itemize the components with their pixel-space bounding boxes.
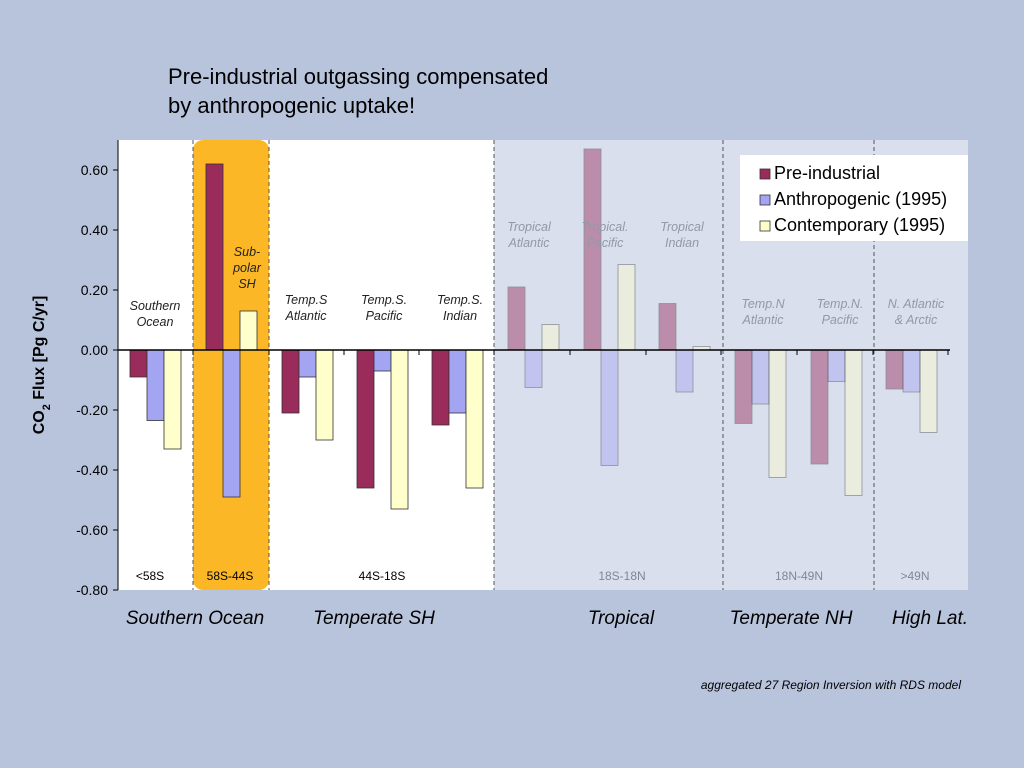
slide-title-line-1: Pre-industrial outgassing compensated (168, 64, 549, 89)
region-label: Temp.N. (817, 297, 864, 311)
slide-title-line-2: by anthropogenic uptake! (168, 93, 416, 118)
latitude-band-label: >49N (900, 569, 929, 583)
region-label: Tropical (660, 220, 705, 234)
bar-pre-industrial (205, 163, 224, 351)
region-label: N. Atlantic (888, 297, 945, 311)
legend: Pre-industrial Anthropogenic (1995) Contem… (740, 155, 968, 241)
region-label: Indian (665, 236, 699, 250)
y-axis-label: CO2 Flux [Pg C/yr] (31, 296, 53, 435)
bar-pre-industrial (129, 349, 148, 378)
y-tick-label: 0.40 (81, 222, 108, 238)
footnote: aggregated 27 Region Inversion with RDS … (700, 678, 961, 692)
zone-label: High Lat. (892, 608, 968, 629)
region-label: Temp.S (285, 293, 328, 307)
bar-contemporary (315, 349, 334, 441)
bar-contemporary (390, 349, 409, 510)
latitude-band-label: 18S-18N (598, 569, 645, 583)
legend-swatch (759, 168, 771, 180)
bar-anthropogenic (373, 349, 392, 372)
zone-label: Tropical (588, 608, 655, 629)
bar-anthropogenic (448, 349, 467, 414)
latitude-band-label: 44S-18S (359, 569, 406, 583)
y-tick-label: -0.80 (76, 582, 108, 598)
bar-contemporary (768, 349, 787, 478)
region-label: Tropical. (581, 220, 628, 234)
region-label: Indian (443, 309, 477, 323)
bar-pre-industrial (281, 349, 300, 414)
bar-contemporary (844, 349, 863, 496)
zone-label: Temperate NH (730, 608, 853, 629)
region-label: Temp.S. (361, 293, 407, 307)
bar-pre-industrial (734, 349, 753, 424)
bar-anthropogenic (524, 349, 543, 388)
region-label: Pacific (587, 236, 625, 250)
region-label: Southern (130, 299, 181, 313)
legend-swatch (759, 220, 771, 232)
region-label: Temp.S. (437, 293, 483, 307)
region-label: Atlantic (508, 236, 551, 250)
bar-anthropogenic (751, 349, 770, 405)
zone-label: Temperate SH (313, 608, 435, 629)
region-label: Sub- (234, 245, 260, 259)
bar-pre-industrial (431, 349, 450, 426)
bar-anthropogenic (600, 349, 619, 466)
y-tick-label: 0.20 (81, 282, 108, 298)
zone-label: Southern Ocean (126, 608, 264, 629)
region-label: Atlantic (742, 313, 785, 327)
y-tick-label: -0.20 (76, 402, 108, 418)
bar-pre-industrial (507, 286, 526, 351)
bar-contemporary (465, 349, 484, 489)
legend-swatch (759, 194, 771, 206)
legend-label: Contemporary (1995) (774, 215, 945, 235)
region-label: Temp.N (741, 297, 785, 311)
legend-label: Pre-industrial (774, 163, 880, 183)
latitude-band-label: <58S (136, 569, 164, 583)
latitude-band-label: 58S-44S (207, 569, 254, 583)
region-label: Atlantic (285, 309, 328, 323)
y-tick-label: 0.60 (81, 162, 108, 178)
legend-box (740, 155, 968, 241)
y-tick-label: -0.40 (76, 462, 108, 478)
region-label: Pacific (366, 309, 404, 323)
region-label: Pacific (822, 313, 860, 327)
bar-pre-industrial (885, 349, 904, 390)
region-label: Ocean (137, 315, 174, 329)
bar-pre-industrial (356, 349, 375, 489)
bar-anthropogenic (222, 349, 241, 498)
bar-contemporary (239, 310, 258, 351)
slide-title: Pre-industrial outgassing compensated by… (168, 62, 688, 120)
bar-anthropogenic (827, 349, 846, 382)
bar-anthropogenic (146, 349, 165, 421)
region-label: Tropical (507, 220, 552, 234)
bar-contemporary (919, 349, 938, 433)
region-label: SH (238, 277, 256, 291)
region-label: polar (232, 261, 262, 275)
latitude-band-label: 18N-49N (775, 569, 823, 583)
bar-anthropogenic (675, 349, 694, 393)
bar-contemporary (617, 264, 636, 351)
bar-contemporary (541, 324, 560, 351)
bar-contemporary (163, 349, 182, 450)
bar-anthropogenic (298, 349, 317, 378)
region-label: & Arctic (895, 313, 938, 327)
bar-pre-industrial (658, 303, 677, 351)
legend-label: Anthropogenic (1995) (774, 189, 947, 209)
y-tick-label: 0.00 (81, 342, 108, 358)
bar-pre-industrial (810, 349, 829, 465)
bar-anthropogenic (902, 349, 921, 393)
y-tick-label: -0.60 (76, 522, 108, 538)
